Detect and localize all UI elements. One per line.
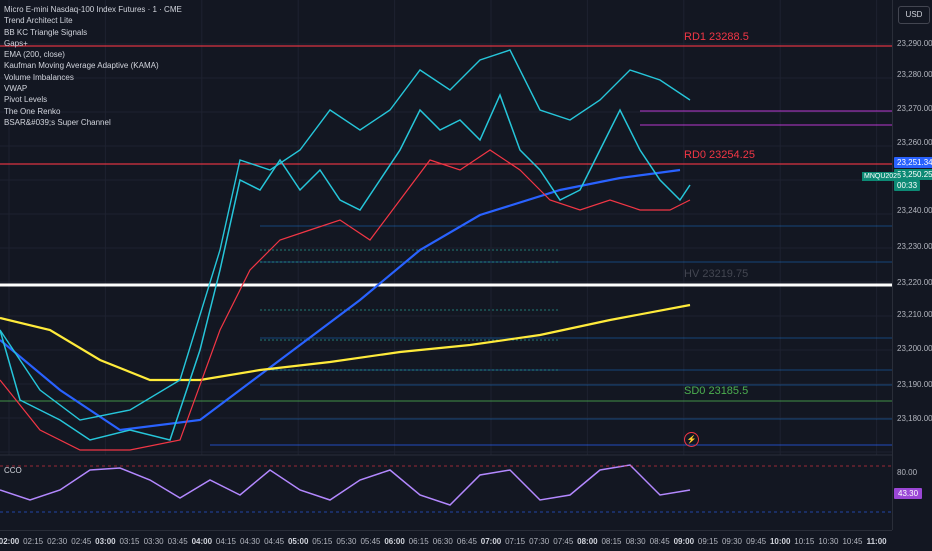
lightning-icon[interactable]: ⚡ [684, 432, 699, 447]
symbol-tag: MNQU2025 [862, 172, 903, 181]
time-tick: 04:15 [215, 537, 236, 546]
oscillator-value: 43.30 [894, 488, 923, 499]
time-tick: 09:00 [673, 537, 695, 546]
time-tick: 03:00 [95, 537, 116, 546]
price-tick: 23,230.00 [897, 242, 932, 251]
level-hv: HV 23219.75 [684, 268, 749, 280]
time-tick: 09:30 [721, 537, 743, 546]
time-tick: 03:45 [167, 537, 188, 546]
time-tick: 08:00 [577, 537, 598, 546]
time-tick: 07:30 [529, 537, 550, 546]
time-tick: 10:45 [842, 537, 863, 546]
time-tick: 02:00 [0, 537, 20, 546]
indicator-kama[interactable]: Kaufman Moving Average Adaptive (KAMA) [4, 61, 159, 71]
time-tick: 07:15 [505, 537, 526, 546]
price-tick: 23,280.00 [897, 70, 932, 79]
price-tick: 23,290.00 [897, 39, 932, 48]
price-tick: 23,190.00 [897, 380, 932, 389]
level-rd0: RD0 23254.25 [684, 149, 755, 161]
time-tick: 05:30 [336, 537, 357, 546]
price-tick: 23,270.00 [897, 104, 932, 113]
level-sd0: SD0 23185.5 [684, 385, 749, 397]
time-tick: 05:45 [360, 537, 381, 546]
time-tick: 04:45 [264, 537, 285, 546]
price-tick: 23,240.00 [897, 206, 932, 215]
time-tick: 07:45 [553, 537, 574, 546]
channel-upper [0, 49, 691, 421]
time-tick: 03:15 [119, 537, 140, 546]
currency-button[interactable]: USD [898, 6, 930, 24]
time-tick: 06:30 [432, 537, 453, 546]
time-tick: 08:30 [625, 537, 646, 546]
indicator-legend: Micro E-mini Nasdaq-100 Index Futures · … [4, 4, 182, 128]
level-rd1: RD1 23288.5 [684, 31, 749, 43]
indicator-pivot-levels[interactable]: Pivot Levels [4, 95, 48, 105]
indicator-trend-architect[interactable]: Trend Architect Lite [4, 16, 73, 26]
time-tick: 08:15 [601, 537, 622, 546]
time-tick: 10:15 [794, 537, 815, 546]
oscillator-label[interactable]: CCO [4, 466, 22, 475]
time-tick: 09:15 [697, 537, 718, 546]
time-axis[interactable]: 02:00 02:15 02:30 02:45 03:00 03:15 03:30 03:45… [0, 530, 892, 551]
price-tick: 23,260.00 [897, 138, 932, 147]
time-tick: 10:00 [769, 537, 791, 546]
time-tick: 05:15 [312, 537, 333, 546]
time-tick: 11:00 [866, 537, 887, 546]
channel-lower [0, 149, 691, 451]
time-tick: 02:30 [47, 537, 68, 546]
price-axis[interactable]: 23,290.00 23,280.00 23,270.00 23,260.00 … [892, 0, 932, 530]
time-tick: 04:00 [191, 537, 213, 546]
time-tick: 06:15 [408, 537, 429, 546]
vwap-line [0, 303, 691, 382]
price-tick: 23,200.00 [897, 344, 932, 353]
price-chart[interactable] [0, 0, 892, 530]
price-tick: 23,210.00 [897, 310, 932, 319]
time-tick: 02:15 [23, 537, 44, 546]
time-tick: 06:45 [456, 537, 477, 546]
time-tick: 07:00 [480, 537, 502, 546]
time-tick: 09:45 [746, 537, 767, 546]
price-tag-lower: 23,250.25 [894, 169, 932, 180]
indicator-super-channel[interactable]: BSAR&#039;s Super Channel [4, 117, 111, 127]
time-tick: 02:45 [71, 537, 92, 546]
indicator-one-renko[interactable]: The One Renko [4, 106, 61, 116]
price-tick: 23,180.00 [897, 414, 932, 423]
price-tag-upper: 23,251.34 [894, 157, 932, 168]
time-tick: 05:00 [287, 537, 309, 546]
indicator-vwap[interactable]: VWAP [4, 84, 28, 94]
time-tick: 10:30 [818, 537, 839, 546]
time-tick: 03:30 [143, 537, 164, 546]
indicator-gaps[interactable]: Gaps+ [4, 38, 28, 48]
indicator-bbkc[interactable]: BB KC Triangle Signals [4, 27, 88, 37]
indicator-ema[interactable]: EMA (200, close) [4, 50, 65, 60]
oscillator-line [0, 464, 691, 506]
osc-tick: 80.00 [897, 468, 918, 477]
indicator-volume-imbalances[interactable]: Volume Imbalances [4, 72, 74, 82]
time-tick: 06:00 [384, 537, 405, 546]
chart-title[interactable]: Micro E-mini Nasdaq-100 Index Futures · … [4, 5, 182, 14]
price-tick: 23,220.00 [897, 278, 932, 287]
time-tick: 08:45 [649, 537, 670, 546]
price-line [0, 92, 691, 441]
time-tick: 04:30 [239, 537, 261, 546]
countdown-tag: 00:33 [894, 180, 921, 191]
